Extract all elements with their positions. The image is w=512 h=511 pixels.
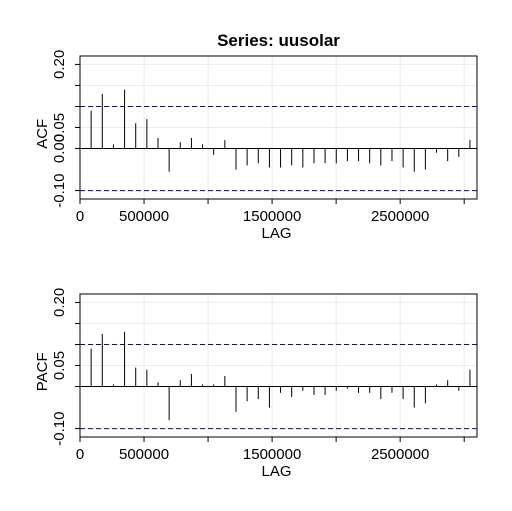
x-tick-label: 500000: [119, 208, 169, 225]
x-tick-label: 2500000: [371, 446, 429, 463]
x-tick-label: 500000: [119, 446, 169, 463]
acf-grid: [79, 56, 477, 199]
pacf-panel: 0 500000 1500000 2500000 -0.10 0.05 0.20 LAG PAC…: [34, 288, 478, 480]
acf-y-axis-label: ACF: [34, 119, 51, 149]
pacf-grid: [79, 294, 477, 437]
y-tick-label: -0.10: [51, 173, 68, 207]
acf-panel: 0 500000 1500000 2500000 -0.10 0.05 0.20 0.00 LA…: [34, 31, 478, 242]
x-tick-label: 2500000: [371, 208, 429, 225]
y-tick-label: 0.20: [51, 50, 68, 79]
chart-title: Series: uusolar: [217, 31, 340, 50]
y-tick-label: 0.20: [51, 288, 68, 317]
y-tick-label: -0.10: [51, 411, 68, 445]
y-tick-label: 0.00: [51, 134, 68, 163]
pacf-y-axis-label: PACF: [34, 352, 51, 391]
x-tick-label: 0: [76, 208, 84, 225]
x-tick-label: 1500000: [243, 446, 301, 463]
x-tick-label: 0: [76, 446, 84, 463]
acf-x-axis-label: LAG: [261, 225, 291, 242]
y-tick-label: 0.05: [51, 113, 68, 142]
x-tick-label: 1500000: [243, 208, 301, 225]
pacf-x-axis-label: LAG: [261, 463, 291, 480]
y-tick-label: 0.05: [51, 351, 68, 380]
